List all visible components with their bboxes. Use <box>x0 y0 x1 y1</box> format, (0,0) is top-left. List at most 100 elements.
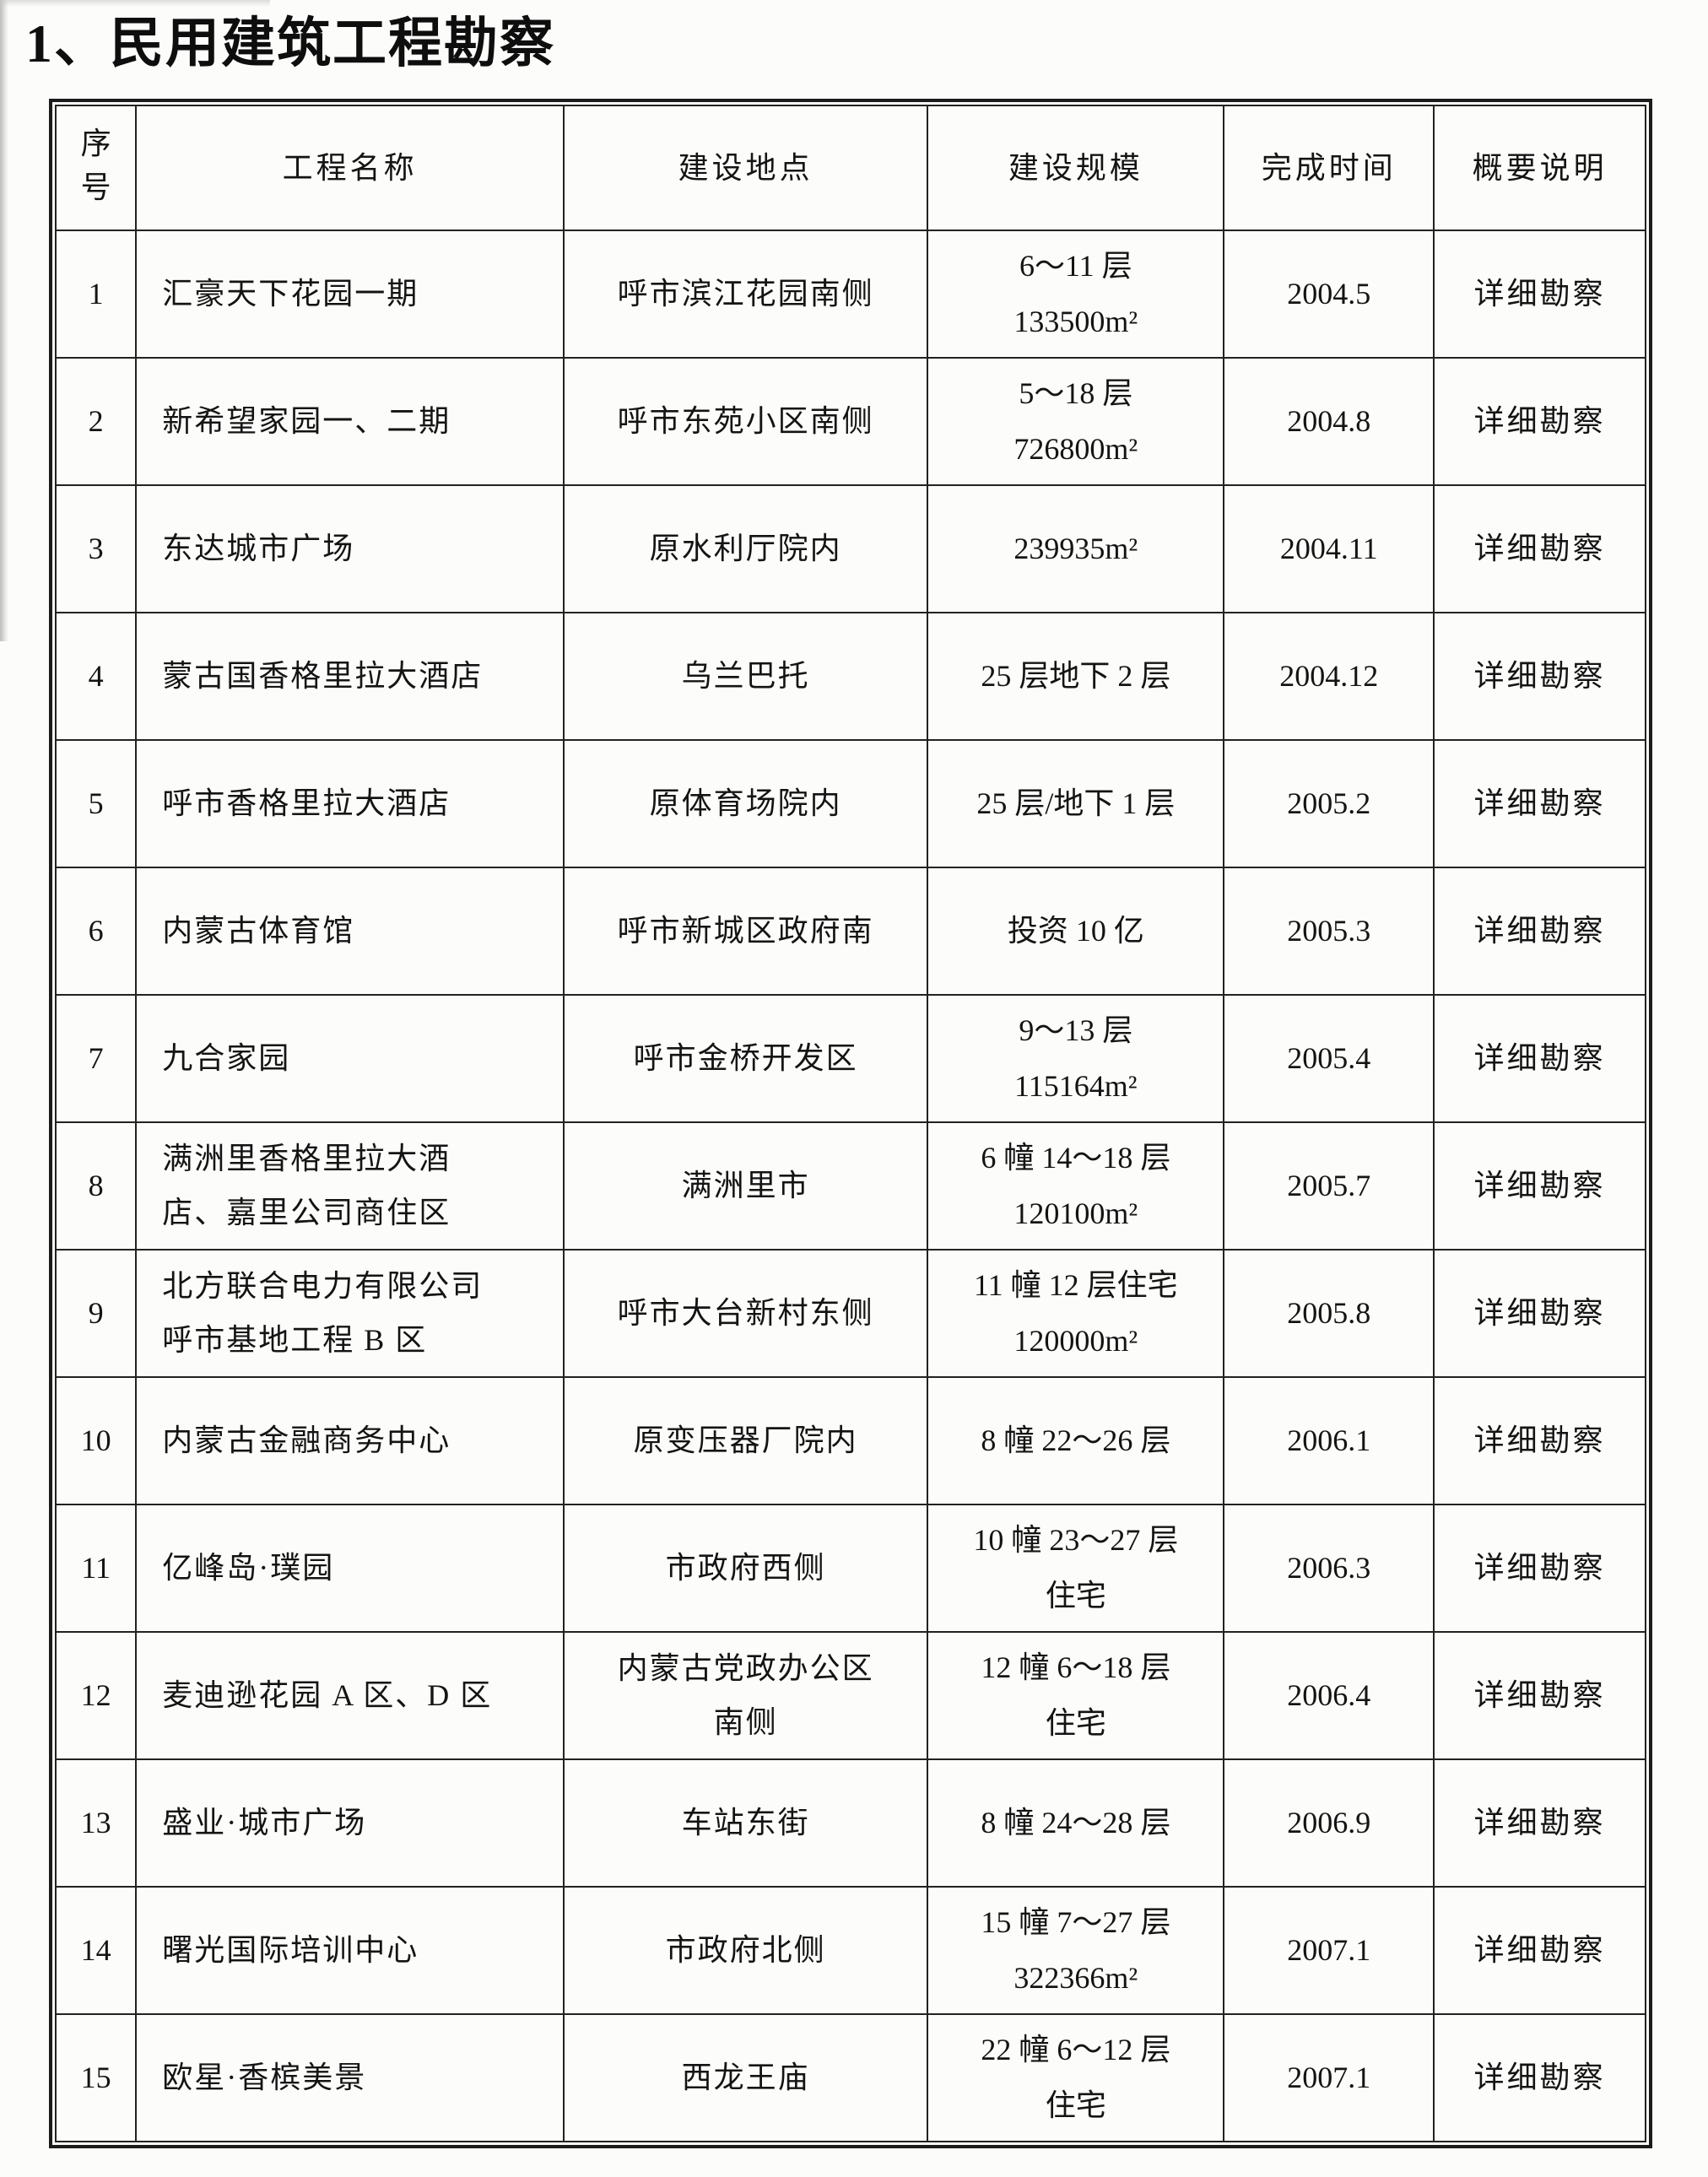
row-number: 8 <box>54 1121 138 1251</box>
completion-date: 2005.2 <box>1223 738 1435 868</box>
row-number: 7 <box>54 993 138 1123</box>
row-number: 11 <box>54 1503 138 1633</box>
project-name: 亿峰岛·璞园 <box>135 1503 565 1633</box>
table-row: 2 新希望家园一、二期 呼市东苑小区南侧 5～18 层 726800m² 2004.8 详… <box>54 356 1646 486</box>
location: 内蒙古党政办公区 南侧 <box>562 1630 929 1760</box>
row-number: 12 <box>54 1630 138 1760</box>
scale: 6～11 层 133500m² <box>927 229 1225 359</box>
location: 呼市滨江花园南侧 <box>562 229 929 359</box>
completion-date: 2004.11 <box>1223 483 1435 613</box>
project-name: 内蒙古体育馆 <box>135 866 565 996</box>
row-number: 4 <box>54 611 138 741</box>
scale: 10 幢 23～27 层 住宅 <box>927 1503 1225 1633</box>
project-name: 曙光国际培训中心 <box>135 1885 565 2015</box>
project-name: 满洲里香格里拉大酒 店、嘉里公司商住区 <box>135 1121 565 1251</box>
table-row: 14 曙光国际培训中心 市政府北侧 15 幢 7～27 层 322366m² 2007.… <box>54 1885 1646 2015</box>
column-header-project-name: 工程名称 <box>135 104 565 231</box>
summary: 详细勘察 <box>1433 1885 1646 2015</box>
location: 乌兰巴托 <box>562 611 929 741</box>
scale: 5～18 层 726800m² <box>927 356 1225 486</box>
row-number: 14 <box>54 1885 138 2015</box>
summary: 详细勘察 <box>1433 866 1646 996</box>
location: 原变压器厂院内 <box>562 1375 929 1505</box>
project-name: 新希望家园一、二期 <box>135 356 565 486</box>
table-row: 13 盛业·城市广场 车站东街 8 幢 24～28 层 2006.9 详细勘察 <box>54 1758 1646 1888</box>
scale: 8 幢 22～26 层 <box>927 1375 1225 1505</box>
scale: 6 幢 14～18 层 120100m² <box>927 1121 1225 1251</box>
table-body: 1 汇豪天下花园一期 呼市滨江花园南侧 6～11 层 133500m² 2004.5 详细… <box>54 229 1646 2142</box>
row-number: 13 <box>54 1758 138 1888</box>
location: 原体育场院内 <box>562 738 929 868</box>
completion-date: 2004.8 <box>1223 356 1435 486</box>
location: 呼市新城区政府南 <box>562 866 929 996</box>
summary: 详细勘察 <box>1433 229 1646 359</box>
completion-date: 2007.1 <box>1223 1885 1435 2015</box>
scan-artifact-left <box>0 0 8 641</box>
row-number: 10 <box>54 1375 138 1505</box>
summary: 详细勘察 <box>1433 611 1646 741</box>
projects-table-grid: 序号 工程名称 建设地点 建设规模 完成时间 概要说明 1 汇豪天下花园一期 呼市滨… <box>54 104 1646 2142</box>
table-row: 3 东达城市广场 原水利厅院内 239935m² 2004.11 详细勘察 <box>54 483 1646 613</box>
location: 呼市东苑小区南侧 <box>562 356 929 486</box>
scan-artifact-top <box>0 0 270 7</box>
page-title: 1、民用建筑工程勘察 <box>25 14 555 73</box>
project-name: 盛业·城市广场 <box>135 1758 565 1888</box>
scale: 9～13 层 115164m² <box>927 993 1225 1123</box>
completion-date: 2005.7 <box>1223 1121 1435 1251</box>
project-name: 呼市香格里拉大酒店 <box>135 738 565 868</box>
summary: 详细勘察 <box>1433 1121 1646 1251</box>
table-row: 8 满洲里香格里拉大酒 店、嘉里公司商住区 满洲里市 6 幢 14～18 层 1201… <box>54 1121 1646 1251</box>
location: 市政府北侧 <box>562 1885 929 2015</box>
summary: 详细勘察 <box>1433 1375 1646 1505</box>
project-name: 内蒙古金融商务中心 <box>135 1375 565 1505</box>
scale: 8 幢 24～28 层 <box>927 1758 1225 1888</box>
header-row: 序号 工程名称 建设地点 建设规模 完成时间 概要说明 <box>54 104 1646 231</box>
project-name: 麦迪逊花园 A 区、D 区 <box>135 1630 565 1760</box>
project-name: 东达城市广场 <box>135 483 565 613</box>
row-number: 6 <box>54 866 138 996</box>
table-row: 15 欧星·香槟美景 西龙王庙 22 幢 6～12 层 住宅 2007.1 详细勘察 <box>54 2012 1646 2142</box>
location: 呼市大台新村东侧 <box>562 1248 929 1378</box>
summary: 详细勘察 <box>1433 738 1646 868</box>
row-number: 3 <box>54 483 138 613</box>
summary: 详细勘察 <box>1433 993 1646 1123</box>
column-header-location: 建设地点 <box>562 104 929 231</box>
table-row: 6 内蒙古体育馆 呼市新城区政府南 投资 10 亿 2005.3 详细勘察 <box>54 866 1646 996</box>
location: 原水利厅院内 <box>562 483 929 613</box>
completion-date: 2005.3 <box>1223 866 1435 996</box>
completion-date: 2004.12 <box>1223 611 1435 741</box>
scale: 投资 10 亿 <box>927 866 1225 996</box>
completion-date: 2006.9 <box>1223 1758 1435 1888</box>
summary: 详细勘察 <box>1433 1758 1646 1888</box>
scale: 22 幢 6～12 层 住宅 <box>927 2012 1225 2142</box>
summary: 详细勘察 <box>1433 1503 1646 1633</box>
row-number: 5 <box>54 738 138 868</box>
column-header-scale: 建设规模 <box>927 104 1225 231</box>
table-row: 11 亿峰岛·璞园 市政府西侧 10 幢 23～27 层 住宅 2006.3 详细勘察 <box>54 1503 1646 1633</box>
project-name: 欧星·香槟美景 <box>135 2012 565 2142</box>
completion-date: 2007.1 <box>1223 2012 1435 2142</box>
projects-table: 序号 工程名称 建设地点 建设规模 完成时间 概要说明 1 汇豪天下花园一期 呼市滨… <box>49 98 1652 2148</box>
completion-date: 2005.4 <box>1223 993 1435 1123</box>
table-row: 7 九合家园 呼市金桥开发区 9～13 层 115164m² 2005.4 详细勘察 <box>54 993 1646 1123</box>
completion-date: 2006.4 <box>1223 1630 1435 1760</box>
scale: 15 幢 7～27 层 322366m² <box>927 1885 1225 2015</box>
table-header: 序号 工程名称 建设地点 建设规模 完成时间 概要说明 <box>54 104 1646 231</box>
table-row: 9 北方联合电力有限公司 呼市基地工程 B 区呼市大台新村东侧 11 幢 12 层住… <box>54 1248 1646 1378</box>
row-number: 2 <box>54 356 138 486</box>
project-name: 蒙古国香格里拉大酒店 <box>135 611 565 741</box>
scale: 239935m² <box>927 483 1225 613</box>
location: 西龙王庙 <box>562 2012 929 2142</box>
summary: 详细勘察 <box>1433 1630 1646 1760</box>
table-row: 4 蒙古国香格里拉大酒店 乌兰巴托 25 层地下 2 层 2004.12 详细勘察 <box>54 611 1646 741</box>
row-number: 9 <box>54 1248 138 1378</box>
location: 满洲里市 <box>562 1121 929 1251</box>
column-header-number: 序号 <box>54 104 138 231</box>
table-row: 5 呼市香格里拉大酒店 原体育场院内 25 层/地下 1 层 2005.2 详细勘察 <box>54 738 1646 868</box>
row-number: 15 <box>54 2012 138 2142</box>
table-row: 1 汇豪天下花园一期 呼市滨江花园南侧 6～11 层 133500m² 2004.5 详细… <box>54 229 1646 359</box>
column-header-number-label: 序号 <box>80 126 111 204</box>
completion-date: 2006.1 <box>1223 1375 1435 1505</box>
project-name: 北方联合电力有限公司 呼市基地工程 B 区 <box>135 1248 565 1378</box>
